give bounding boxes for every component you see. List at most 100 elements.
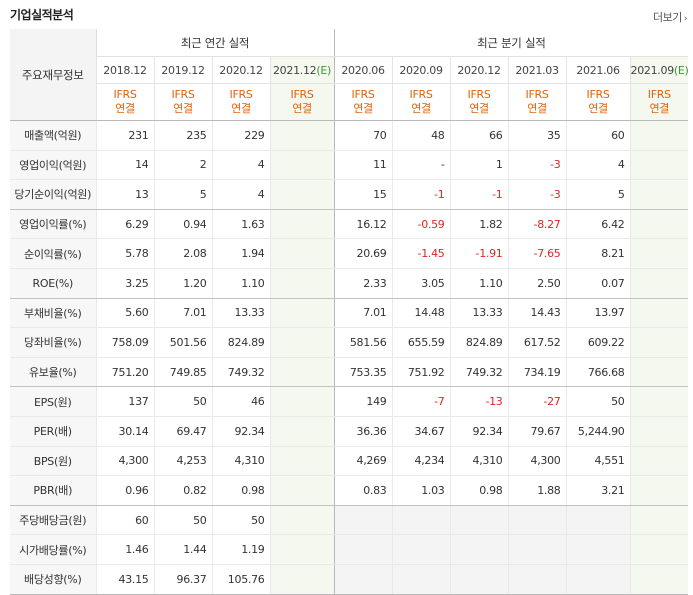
period-label: 2020.06	[341, 63, 385, 77]
table-cell: 235	[153, 120, 212, 151]
table-cell: 6.42	[565, 209, 631, 240]
table-cell: 50	[565, 386, 631, 417]
table-cell: 1	[449, 150, 509, 181]
table-cell: 11	[333, 150, 393, 181]
table-row: 시가배당률(%) 1.46 1.44 1.19	[10, 534, 689, 565]
row-header: 주요재무정보	[10, 29, 96, 121]
table-cell: 501.56	[153, 327, 212, 358]
table-cell: 105.76	[211, 564, 270, 595]
table-cell: 96.37	[153, 564, 212, 595]
table-row: 주당배당금(원) 60 50 50	[10, 505, 689, 536]
table-cell: 2.08	[153, 238, 212, 269]
table-cell	[269, 150, 335, 181]
table-cell: 137	[95, 386, 154, 417]
table-cell: 2.50	[507, 268, 567, 299]
consolidated-label: 연결	[649, 102, 670, 115]
ifrs-label: IFRS	[586, 88, 610, 101]
period-header: 2018.12	[95, 56, 154, 84]
table-cell: 655.59	[391, 327, 451, 358]
table-cell	[629, 475, 689, 506]
table-cell: 79.67	[507, 416, 567, 447]
table-cell: 14.48	[391, 298, 451, 329]
table-cell: 824.89	[211, 327, 270, 358]
table-cell: 60	[95, 505, 154, 536]
table-cell: 14.43	[507, 298, 567, 329]
more-link[interactable]: 더보기 ›	[653, 9, 688, 25]
table-cell	[269, 446, 335, 477]
period-header: 2020.12	[449, 56, 509, 84]
table-cell: 581.56	[333, 327, 393, 358]
table-row: PER(배) 30.14 69.47 92.34 36.36 34.67 92.34 79.6…	[10, 416, 689, 447]
row-label: PER(배)	[10, 416, 96, 447]
ifrs-header: IFRS 연결	[95, 83, 154, 121]
table-cell	[269, 386, 335, 417]
table-cell: 749.85	[153, 357, 212, 388]
consolidated-label: 연결	[469, 102, 489, 115]
table-cell: -1	[449, 179, 509, 210]
table-cell: 7.01	[153, 298, 212, 329]
table-cell: 753.35	[333, 357, 393, 388]
period-label: 2021.12	[272, 63, 317, 77]
consolidated-label: 연결	[115, 102, 135, 115]
table-cell: 3.05	[391, 268, 451, 299]
table-cell	[629, 534, 689, 565]
table-cell	[629, 209, 689, 240]
row-label: 매출액(억원)	[10, 120, 96, 151]
table-cell	[629, 327, 689, 358]
table-row: 영업이익률(%) 6.29 0.94 1.63 16.12 -0.59 1.82 -8.27 6…	[10, 209, 689, 240]
table-row: 당좌비율(%) 758.09 501.56 824.89 581.56 655.59 824…	[10, 327, 689, 358]
table-cell: 1.82	[449, 209, 509, 240]
section-title: 기업실적분석	[10, 8, 74, 22]
table-cell: 4	[211, 179, 270, 210]
period-header: 2021.09(E)	[629, 56, 689, 84]
period-label: 2018.12	[103, 63, 147, 77]
ifrs-label: IFRS	[290, 88, 314, 101]
table-cell	[449, 505, 509, 536]
table-cell: 13.33	[449, 298, 509, 329]
table-cell: -13	[449, 386, 509, 417]
table-cell	[629, 357, 689, 388]
consolidated-label: 연결	[231, 102, 251, 115]
row-label: BPS(원)	[10, 446, 96, 477]
period-header: 2020.06	[333, 56, 393, 84]
row-label: 부채비율(%)	[10, 298, 96, 329]
period-label: 2021.09	[630, 63, 675, 77]
table-cell	[269, 564, 335, 595]
table-cell: 50	[153, 386, 212, 417]
table-cell	[269, 475, 335, 506]
table-cell: 36.36	[333, 416, 393, 447]
ifrs-label: IFRS	[171, 88, 195, 101]
table-cell: 16.12	[333, 209, 393, 240]
row-label: EPS(원)	[10, 386, 96, 417]
table-cell	[629, 238, 689, 269]
ifrs-label: IFRS	[647, 88, 671, 101]
table-cell: 1.10	[449, 268, 509, 299]
table-cell	[269, 534, 335, 565]
table-cell: 758.09	[95, 327, 154, 358]
table-cell: 1.63	[211, 209, 270, 240]
table-cell: 2	[153, 150, 212, 181]
table-cell: 30.14	[95, 416, 154, 447]
table-cell: 4	[565, 150, 631, 181]
table-cell: 1.94	[211, 238, 270, 269]
ifrs-label: IFRS	[525, 88, 549, 101]
ifrs-header: IFRS 연결	[333, 83, 393, 121]
table-cell: 13.33	[211, 298, 270, 329]
table-cell: 13.97	[565, 298, 631, 329]
table-cell: 50	[211, 505, 270, 536]
table-cell: 0.96	[95, 475, 154, 506]
row-label: 시가배당률(%)	[10, 534, 96, 565]
table-cell: 4,234	[391, 446, 451, 477]
ifrs-header: IFRS 연결	[507, 83, 567, 121]
more-label[interactable]: 더보기	[653, 11, 682, 24]
table-row: 매출액(억원) 231 235 229 70 48 66 35 60	[10, 120, 689, 151]
table-cell: 92.34	[211, 416, 270, 447]
table-row: ROE(%) 3.25 1.20 1.10 2.33 3.05 1.10 2.50 0.07	[10, 268, 689, 299]
period-label: 2020.09	[399, 63, 443, 77]
consolidated-label: 연결	[527, 102, 547, 115]
period-label: 2021.03	[515, 63, 559, 77]
table-cell	[449, 534, 509, 565]
table-cell: 0.94	[153, 209, 212, 240]
table-cell	[269, 327, 335, 358]
ifrs-label: IFRS	[351, 88, 375, 101]
